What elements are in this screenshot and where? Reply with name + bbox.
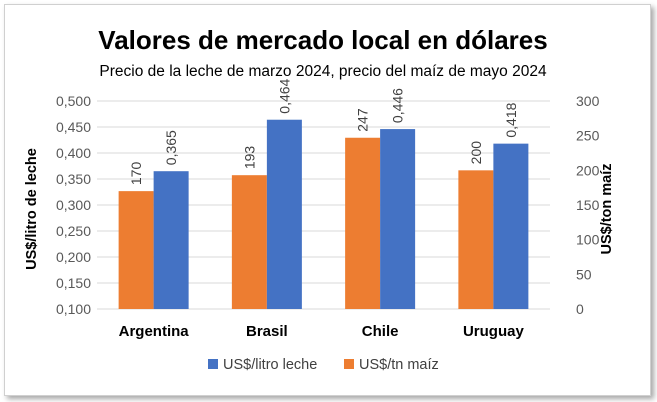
legend-label-maiz: US$/tn maíz xyxy=(359,357,439,373)
right-tick-label: 0 xyxy=(576,301,584,317)
chart-title: Valores de mercado local en dólares xyxy=(98,25,547,55)
left-tick-label: 0,500 xyxy=(56,93,91,109)
legend-swatch-leche xyxy=(208,359,218,369)
bar-maiz xyxy=(458,170,494,309)
right-tick-label: 100 xyxy=(576,232,600,248)
chart-svg: Valores de mercado local en dólares Prec… xyxy=(24,25,615,373)
category-label: Argentina xyxy=(119,323,190,340)
data-label-leche: 0,446 xyxy=(390,88,406,123)
right-tick-label: 150 xyxy=(576,197,600,213)
legend-label-leche: US$/litro leche xyxy=(223,357,317,373)
bar-maiz xyxy=(118,191,154,309)
chart-frame: Valores de mercado local en dólares Prec… xyxy=(4,4,651,396)
left-axis-ticks: 0,100 0,150 0,200 0,250 0,300 0,350 0,400 0,450… xyxy=(56,93,91,317)
data-label-maiz: 170 xyxy=(128,162,144,186)
category-labels: Argentina Brasil Chile Uruguay xyxy=(119,323,525,340)
right-tick-label: 50 xyxy=(576,266,592,282)
left-tick-label: 0,200 xyxy=(56,249,91,265)
right-axis-ticks: 0 50 100 150 200 250 300 xyxy=(576,93,600,317)
left-tick-label: 0,250 xyxy=(56,223,91,239)
bars-group xyxy=(118,119,529,309)
data-label-leche: 0,418 xyxy=(503,102,519,137)
left-tick-label: 0,150 xyxy=(56,275,91,291)
left-tick-label: 0,350 xyxy=(56,171,91,187)
data-label-leche: 0,365 xyxy=(163,130,179,165)
data-label-leche: 0,464 xyxy=(276,78,292,113)
chart-subtitle: Precio de la leche de marzo 2024, precio… xyxy=(99,63,547,80)
left-tick-label: 0,450 xyxy=(56,119,91,135)
bar-leche xyxy=(380,129,416,309)
data-label-maiz: 200 xyxy=(468,141,484,165)
left-tick-label: 0,400 xyxy=(56,145,91,161)
bar-maiz xyxy=(231,175,267,309)
category-label: Chile xyxy=(362,323,399,340)
right-tick-label: 300 xyxy=(576,93,600,109)
right-tick-label: 200 xyxy=(576,162,600,178)
data-label-maiz: 247 xyxy=(355,108,371,132)
bar-leche xyxy=(266,119,302,309)
left-tick-label: 0,100 xyxy=(56,301,91,317)
legend: US$/litro leche US$/tn maíz xyxy=(208,357,439,373)
data-label-maiz: 193 xyxy=(241,146,257,170)
bar-leche xyxy=(493,143,529,309)
category-label: Brasil xyxy=(246,323,288,340)
bar-maiz xyxy=(345,137,381,309)
bar-leche xyxy=(153,171,189,309)
category-label: Uruguay xyxy=(463,323,525,340)
right-tick-label: 250 xyxy=(576,128,600,144)
left-tick-label: 0,300 xyxy=(56,197,91,213)
legend-swatch-maiz xyxy=(344,359,354,369)
right-axis-title: US$/ton maíz xyxy=(599,163,615,254)
data-labels-group: 170 0,365 193 0,464 247 0,446 200 0,418 xyxy=(128,78,519,185)
left-axis-title: US$/litro de leche xyxy=(24,148,40,270)
